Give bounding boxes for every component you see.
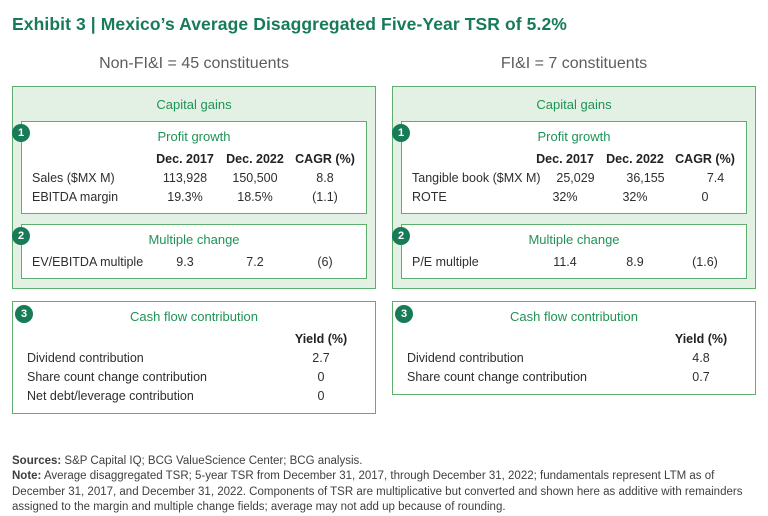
spacer-cell [399, 336, 653, 341]
cell-value: 4.8 [692, 350, 710, 365]
cell-value: 0.7 [692, 369, 710, 384]
column-heading-non-fii: Non-FI&I = 45 constituents [99, 55, 289, 72]
step-badge-1: 1 [392, 124, 410, 142]
row-label: EV/EBITDA multiple [32, 254, 144, 269]
sources-label: Sources: [12, 455, 62, 467]
table-row-dividend: Dividend contribution 4.8 [399, 348, 749, 367]
capital-gains-label: Capital gains [156, 97, 232, 112]
cell-value: 0 [701, 189, 709, 204]
column-heading-fii: FI&I = 7 constituents [500, 55, 648, 72]
cell-value: 32% [552, 189, 578, 204]
cash-flow-title: Cash flow contribution [130, 309, 258, 324]
multiple-change-title: Multiple change [148, 232, 240, 247]
col-header-dec-2017: Dec. 2017 [536, 151, 594, 166]
spacer-cell [408, 156, 530, 161]
row-label: P/E multiple [412, 254, 479, 269]
row-label: ROTE [412, 189, 447, 204]
cell-value: 150,500 [232, 170, 278, 185]
table-row-sales: Sales ($MX M) 113,928 150,500 8.8 [28, 168, 360, 187]
cell-value: (6) [317, 254, 333, 269]
cell-value: 36,155 [626, 170, 665, 185]
col-header-yield: Yield (%) [674, 331, 728, 346]
cell-value: 7.2 [246, 254, 264, 269]
cell-value: 8.9 [626, 254, 644, 269]
cash-flow-header-row: Yield (%) [399, 329, 749, 348]
table-header-row: Dec. 2017 Dec. 2022 CAGR (%) [28, 149, 360, 168]
profit-growth-box: 1 Profit growth Dec. 2017 Dec. 2022 CAGR… [12, 121, 367, 214]
col-header-cagr: CAGR (%) [675, 151, 735, 166]
table-row-share-count: Share count change contribution 0 [19, 367, 369, 386]
col-header-yield: Yield (%) [294, 331, 348, 346]
cell-value: 11.4 [553, 254, 577, 269]
table-row-pe-multiple: P/E multiple 11.4 8.9 (1.6) [408, 252, 740, 271]
two-column-layout: Non-FI&I = 45 constituents Capital gains… [12, 55, 756, 414]
cash-flow-box: 3 Cash flow contribution Yield (%) Divid… [12, 301, 376, 414]
column-non-fii: Non-FI&I = 45 constituents Capital gains… [12, 55, 376, 414]
step-badge-3: 3 [395, 305, 413, 323]
table-row-tangible-book: Tangible book ($MX M) 25,029 36,155 7.4 [408, 168, 740, 187]
step-badge-1: 1 [12, 124, 30, 142]
sources-text: S&P Capital IQ; BCG ValueScience Center;… [61, 455, 363, 467]
row-label: Dividend contribution [27, 350, 144, 365]
cell-value: 9.3 [176, 254, 194, 269]
profit-growth-title: Profit growth [537, 129, 611, 144]
multiple-change-box: 2 Multiple change EV/EBITDA multiple 9.3… [12, 224, 367, 279]
profit-growth-title: Profit growth [157, 129, 231, 144]
cash-flow-box: 3 Cash flow contribution Yield (%) Divid… [392, 301, 756, 395]
col-header-dec-2022: Dec. 2022 [606, 151, 664, 166]
capital-gains-panel-fii: Capital gains 1 Profit growth Dec. 2017 … [392, 86, 756, 289]
table-row-net-debt: Net debt/leverage contribution 0 [19, 386, 369, 405]
step-badge-2: 2 [392, 227, 410, 245]
cell-value: 25,029 [556, 170, 595, 185]
table-row-dividend: Dividend contribution 2.7 [19, 348, 369, 367]
capital-gains-label: Capital gains [536, 97, 612, 112]
cash-flow-header-row: Yield (%) [19, 329, 369, 348]
cell-value: 19.3% [167, 189, 203, 204]
cell-value: 18.5% [237, 189, 273, 204]
col-header-dec-2022: Dec. 2022 [226, 151, 284, 166]
cash-flow-title: Cash flow contribution [510, 309, 638, 324]
table-row-ebitda-margin: EBITDA margin 19.3% 18.5% (1.1) [28, 187, 360, 206]
note-label: Note: [12, 470, 42, 483]
table-row-ev-ebitda: EV/EBITDA multiple 9.3 7.2 (6) [28, 252, 360, 271]
row-label: Net debt/leverage contribution [27, 388, 194, 403]
table-header-row: Dec. 2017 Dec. 2022 CAGR (%) [408, 149, 740, 168]
page-title: Exhibit 3 | Mexico’s Average Disaggregat… [12, 14, 567, 34]
table-row-share-count: Share count change contribution 0.7 [399, 367, 749, 386]
cell-value: 0 [317, 369, 325, 384]
cell-value: 113,928 [162, 170, 208, 185]
sources-line: Sources: S&P Capital IQ; BCG ValueScienc… [12, 454, 756, 469]
footer-notes: Sources: S&P Capital IQ; BCG ValueScienc… [12, 454, 756, 516]
cell-value: 0 [317, 388, 325, 403]
row-label: Dividend contribution [407, 350, 524, 365]
row-label: Tangible book ($MX M) [412, 170, 541, 185]
multiple-change-title: Multiple change [528, 232, 620, 247]
cell-value: 8.8 [316, 170, 334, 185]
cell-value: (1.1) [312, 189, 338, 204]
cell-value: 32% [622, 189, 648, 204]
note-text: Average disaggregated TSR; 5-year TSR fr… [12, 470, 743, 514]
capital-gains-panel-non-fii: Capital gains 1 Profit growth Dec. 2017 … [12, 86, 376, 289]
row-label: Share count change contribution [407, 369, 587, 384]
profit-growth-box: 1 Profit growth Dec. 2017 Dec. 2022 CAGR… [392, 121, 747, 214]
col-header-dec-2017: Dec. 2017 [156, 151, 214, 166]
cell-value: 2.7 [312, 350, 330, 365]
table-row-rote: ROTE 32% 32% 0 [408, 187, 740, 206]
col-header-cagr: CAGR (%) [295, 151, 355, 166]
row-label: Sales ($MX M) [32, 170, 115, 185]
cell-value: 7.4 [706, 170, 725, 185]
spacer-cell [19, 336, 273, 341]
row-label: EBITDA margin [32, 189, 119, 204]
cell-value: (1.6) [692, 254, 718, 269]
multiple-change-box: 2 Multiple change P/E multiple 11.4 8.9 … [392, 224, 747, 279]
spacer-cell [28, 156, 150, 161]
step-badge-3: 3 [15, 305, 33, 323]
step-badge-2: 2 [12, 227, 30, 245]
row-label: Share count change contribution [27, 369, 207, 384]
column-fii: FI&I = 7 constituents Capital gains 1 Pr… [392, 55, 756, 414]
